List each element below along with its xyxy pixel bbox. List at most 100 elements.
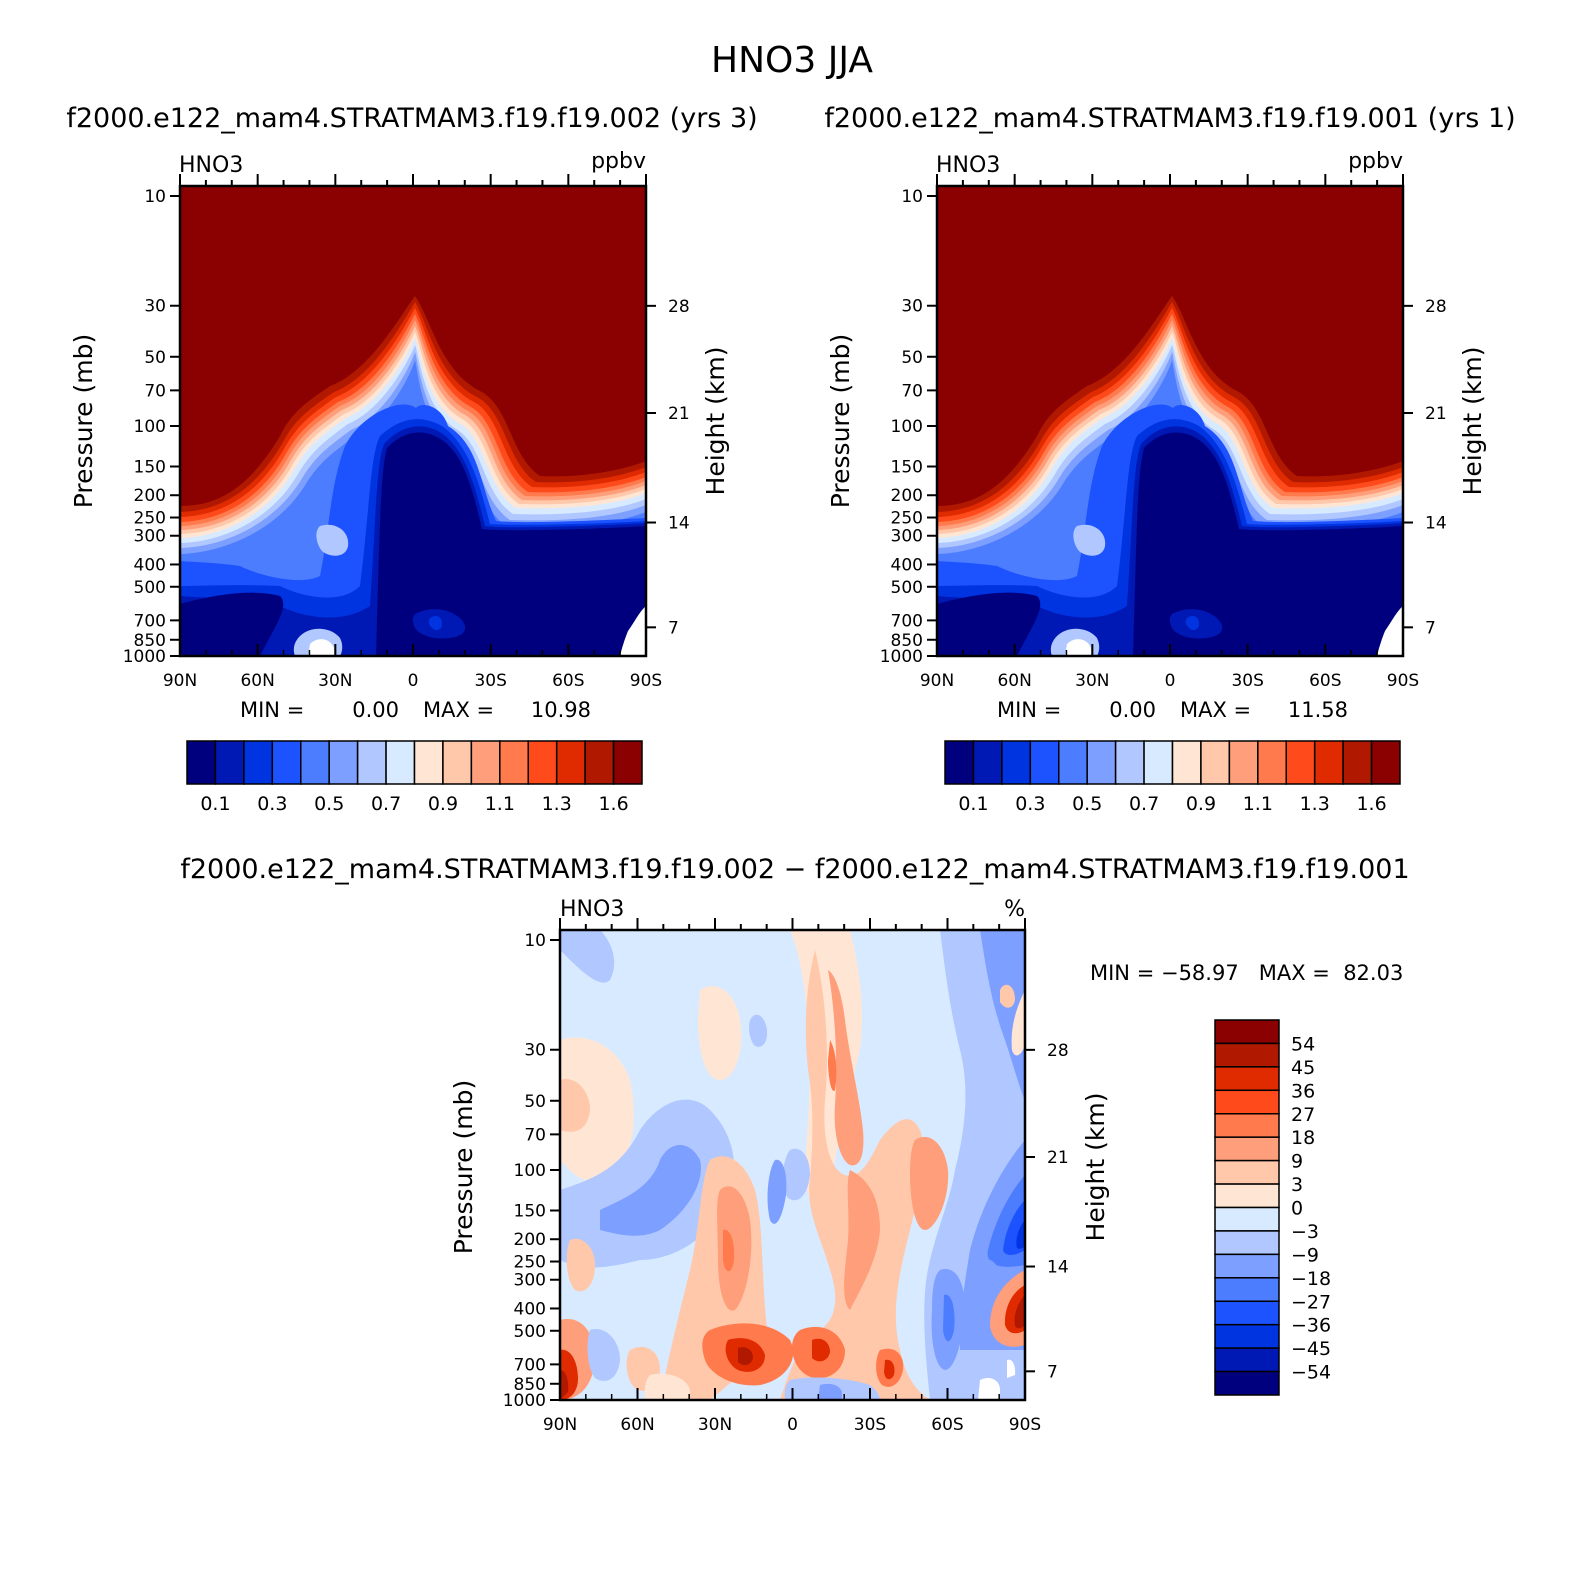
- y-tick-label: 50: [524, 1092, 546, 1112]
- y-tick-label: 250: [891, 509, 923, 529]
- y-tick-label: 200: [134, 486, 166, 506]
- y-tick-label: 250: [134, 509, 166, 529]
- colorbar-swatch: [1342, 740, 1373, 785]
- left-ylabel: Pressure (mb): [69, 334, 98, 508]
- colorbar-swatch: [612, 740, 643, 785]
- colorbar-swatch: [1214, 1300, 1280, 1326]
- left-subtitle: f2000.e122_mam4.STRATMAM3.f19.f19.002 (y…: [66, 103, 757, 134]
- y-tick-label: 250: [514, 1253, 546, 1273]
- x-tick-label: 30S: [474, 671, 506, 691]
- colorbar-label: 1.1: [485, 793, 515, 815]
- colorbar-swatch: [584, 740, 615, 785]
- colorbar-swatch: [972, 740, 1003, 785]
- right-max-value: 11.58: [1288, 698, 1348, 722]
- x-tick-label: 30N: [318, 671, 352, 691]
- y-tick-label: 500: [891, 578, 923, 598]
- height-tick-label: 7: [1425, 618, 1436, 638]
- y-tick-label: 300: [891, 527, 923, 547]
- y-tick-label: 10: [901, 187, 923, 207]
- left-panel: HNO3 ppbv 103050701001502002503004005007…: [69, 149, 730, 815]
- diff-varname: HNO3: [560, 897, 624, 922]
- colorbar-swatch: [1214, 1230, 1280, 1256]
- y-tick-label: 100: [514, 1161, 546, 1181]
- colorbar-label: −27: [1291, 1291, 1331, 1313]
- y-tick-label: 50: [144, 348, 166, 368]
- y-tick-label: 70: [524, 1125, 546, 1145]
- colorbar-swatch: [1214, 1159, 1280, 1185]
- colorbar-label: 0.3: [1015, 793, 1045, 815]
- x-tick-label: 60N: [620, 1415, 654, 1435]
- y-tick-label: 400: [514, 1299, 546, 1319]
- diff-contour-field: [560, 930, 1025, 1400]
- colorbar-label: 27: [1291, 1104, 1315, 1126]
- x-tick-label: 30S: [854, 1415, 886, 1435]
- y-tick-label: 700: [134, 611, 166, 631]
- colorbar-label: 0.5: [314, 793, 344, 815]
- height-tick-label: 21: [1047, 1148, 1069, 1168]
- diff-panel: HNO3 % 103050701001502002503004005007008…: [449, 897, 1403, 1435]
- colorbar-label: 9: [1291, 1151, 1303, 1173]
- y-tick-label: 300: [134, 527, 166, 547]
- x-tick-label: 60S: [931, 1415, 963, 1435]
- x-tick-label: 90N: [543, 1415, 577, 1435]
- height-tick-label: 28: [1047, 1041, 1069, 1061]
- y-tick-label: 30: [524, 1041, 546, 1061]
- colorbar-label: 1.6: [1356, 793, 1386, 815]
- colorbar-swatch: [186, 740, 217, 785]
- x-tick-label: 90N: [163, 671, 197, 691]
- y-tick-label: 100: [891, 417, 923, 437]
- y-tick-label: 400: [134, 555, 166, 575]
- colorbar-label: 1.1: [1243, 793, 1273, 815]
- colorbar-swatch: [470, 740, 501, 785]
- y-tick-label: 200: [891, 486, 923, 506]
- colorbar-swatch: [214, 740, 245, 785]
- y-tick-label: 10: [144, 187, 166, 207]
- right-ylabel: Pressure (mb): [826, 334, 855, 508]
- x-tick-label: 60N: [997, 671, 1031, 691]
- colorbar-label: 0.1: [200, 793, 230, 815]
- right-ylabel-right: Height (km): [1458, 347, 1487, 496]
- x-tick-label: 90S: [1387, 671, 1419, 691]
- colorbar-swatch: [1086, 740, 1117, 785]
- x-tick-label: 0: [408, 671, 419, 691]
- colorbar-swatch: [243, 740, 274, 785]
- colorbar-swatch: [1228, 740, 1259, 785]
- y-tick-label: 70: [144, 381, 166, 401]
- colorbar-swatch: [555, 740, 586, 785]
- colorbar-swatch: [1214, 1042, 1280, 1068]
- x-tick-label: 0: [1165, 671, 1176, 691]
- colorbar-swatch: [1214, 1277, 1280, 1302]
- colorbar-label: 54: [1291, 1033, 1315, 1055]
- colorbar-swatch: [1114, 740, 1145, 785]
- left-units: ppbv: [591, 149, 646, 174]
- y-tick-label: 850: [891, 631, 923, 651]
- x-tick-label: 60N: [240, 671, 274, 691]
- colorbar-swatch: [1214, 1066, 1280, 1092]
- diff-minmax: MIN = −58.97 MAX = 82.03: [1090, 961, 1403, 985]
- y-tick-label: 850: [514, 1375, 546, 1395]
- x-tick-label: 30N: [1075, 671, 1109, 691]
- left-max-label: MAX =: [423, 698, 494, 722]
- colorbar-label: −9: [1291, 1244, 1319, 1266]
- colorbar-label: −54: [1291, 1362, 1331, 1384]
- colorbar-swatch: [1214, 1206, 1280, 1232]
- colorbar-swatch: [944, 740, 975, 785]
- y-tick-label: 50: [901, 348, 923, 368]
- x-tick-label: 30S: [1231, 671, 1263, 691]
- colorbar-label: 0.7: [1129, 793, 1159, 815]
- y-tick-label: 700: [514, 1355, 546, 1375]
- colorbar-swatch: [1214, 1019, 1280, 1045]
- colorbar-label: 1.3: [542, 793, 572, 815]
- y-tick-label: 1000: [880, 647, 923, 667]
- right-min-label: MIN =: [997, 698, 1061, 722]
- y-tick-label: 850: [134, 631, 166, 651]
- x-tick-label: 90S: [630, 671, 662, 691]
- colorbar-swatch: [1214, 1089, 1280, 1115]
- colorbar-swatch: [1370, 740, 1401, 785]
- colorbar-swatch: [527, 740, 558, 785]
- right-min-value: 0.00: [1109, 698, 1156, 722]
- colorbar-swatch: [1214, 1183, 1280, 1209]
- y-tick-label: 200: [514, 1230, 546, 1250]
- y-tick-label: 400: [891, 555, 923, 575]
